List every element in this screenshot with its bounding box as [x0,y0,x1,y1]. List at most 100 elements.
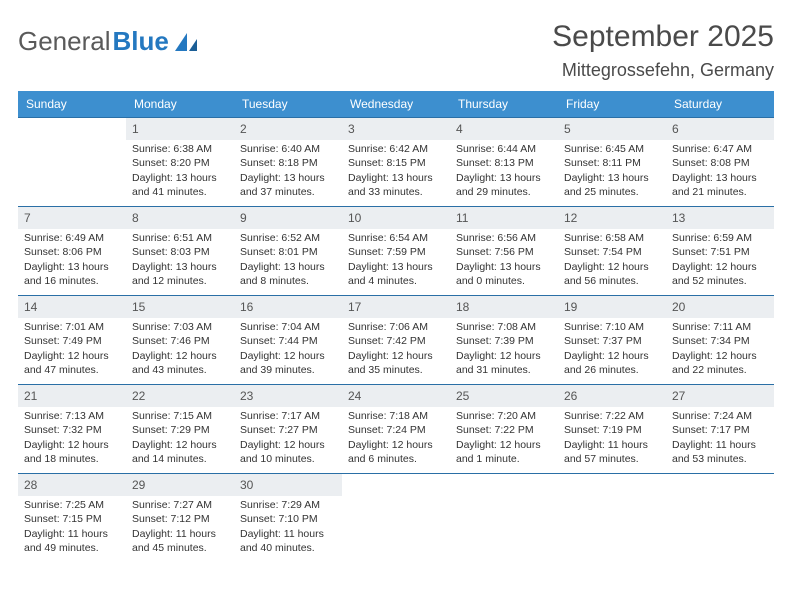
day-number: 8 [126,207,234,229]
logo: GeneralBlue [18,20,199,57]
day-cell [558,474,666,562]
day-body: Sunrise: 7:27 AMSunset: 7:12 PMDaylight:… [126,496,234,561]
day-number: 5 [558,118,666,140]
day-body: Sunrise: 7:13 AMSunset: 7:32 PMDaylight:… [18,407,126,472]
sunrise-line: Sunrise: 6:47 AM [672,142,768,156]
day-body [666,496,774,504]
day-body: Sunrise: 7:04 AMSunset: 7:44 PMDaylight:… [234,318,342,383]
day-number: 9 [234,207,342,229]
day-cell: 9 Sunrise: 6:52 AMSunset: 8:01 PMDaylight… [234,207,342,295]
day-body: Sunrise: 7:15 AMSunset: 7:29 PMDaylight:… [126,407,234,472]
day-cell: 14Sunrise: 7:01 AMSunset: 7:49 PMDayligh… [18,296,126,384]
sunset-line: Sunset: 8:13 PM [456,156,552,170]
sunset-line: Sunset: 7:15 PM [24,512,120,526]
header: GeneralBlue September 2025 Mittegrossefe… [18,20,774,81]
sunset-line: Sunset: 7:24 PM [348,423,444,437]
day-cell: 15Sunrise: 7:03 AMSunset: 7:46 PMDayligh… [126,296,234,384]
day-cell: 12Sunrise: 6:58 AMSunset: 7:54 PMDayligh… [558,207,666,295]
day-cell: 4Sunrise: 6:44 AMSunset: 8:13 PMDaylight… [450,118,558,206]
day-cell: 20Sunrise: 7:11 AMSunset: 7:34 PMDayligh… [666,296,774,384]
daylight-line: Daylight: 13 hours and 33 minutes. [348,171,444,199]
sunset-line: Sunset: 7:19 PM [564,423,660,437]
day-body: Sunrise: 6:44 AMSunset: 8:13 PMDaylight:… [450,140,558,205]
day-body: Sunrise: 7:22 AMSunset: 7:19 PMDaylight:… [558,407,666,472]
sunrise-line: Sunrise: 6:59 AM [672,231,768,245]
day-cell [18,118,126,206]
day-number: 20 [666,296,774,318]
sunset-line: Sunset: 7:10 PM [240,512,336,526]
day-number: 2 [234,118,342,140]
sunset-line: Sunset: 7:39 PM [456,334,552,348]
sunrise-line: Sunrise: 6:42 AM [348,142,444,156]
sunrise-line: Sunrise: 7:20 AM [456,409,552,423]
day-header: Tuesday [234,91,342,117]
sunrise-line: Sunrise: 6:56 AM [456,231,552,245]
week-row: 21Sunrise: 7:13 AMSunset: 7:32 PMDayligh… [18,384,774,473]
sunrise-line: Sunrise: 6:49 AM [24,231,120,245]
sunrise-line: Sunrise: 7:04 AM [240,320,336,334]
daylight-line: Daylight: 11 hours and 53 minutes. [672,438,768,466]
daylight-line: Daylight: 12 hours and 26 minutes. [564,349,660,377]
day-number: 27 [666,385,774,407]
day-cell: 18Sunrise: 7:08 AMSunset: 7:39 PMDayligh… [450,296,558,384]
day-number: 18 [450,296,558,318]
daylight-line: Daylight: 12 hours and 35 minutes. [348,349,444,377]
day-number: 1 [126,118,234,140]
sunrise-line: Sunrise: 7:29 AM [240,498,336,512]
sunrise-line: Sunrise: 6:52 AM [240,231,336,245]
location: Mittegrossefehn, Germany [552,60,774,81]
day-number: 22 [126,385,234,407]
day-cell: 8Sunrise: 6:51 AMSunset: 8:03 PMDaylight… [126,207,234,295]
sunrise-line: Sunrise: 6:40 AM [240,142,336,156]
sunrise-line: Sunrise: 7:25 AM [24,498,120,512]
day-body: Sunrise: 6:49 AMSunset: 8:06 PMDaylight:… [18,229,126,294]
title-block: September 2025 Mittegrossefehn, Germany [552,20,774,81]
daylight-line: Daylight: 12 hours and 18 minutes. [24,438,120,466]
day-number: 10 [342,207,450,229]
sunrise-line: Sunrise: 6:38 AM [132,142,228,156]
day-cell: 30Sunrise: 7:29 AMSunset: 7:10 PMDayligh… [234,474,342,562]
daylight-line: Daylight: 13 hours and 25 minutes. [564,171,660,199]
sunset-line: Sunset: 8:01 PM [240,245,336,259]
daylight-line: Daylight: 12 hours and 47 minutes. [24,349,120,377]
sunset-line: Sunset: 7:46 PM [132,334,228,348]
logo-text-blue: Blue [113,26,169,57]
day-cell: 2Sunrise: 6:40 AMSunset: 8:18 PMDaylight… [234,118,342,206]
sunset-line: Sunset: 7:27 PM [240,423,336,437]
day-body: Sunrise: 7:03 AMSunset: 7:46 PMDaylight:… [126,318,234,383]
day-cell: 23Sunrise: 7:17 AMSunset: 7:27 PMDayligh… [234,385,342,473]
day-cell: 13Sunrise: 6:59 AMSunset: 7:51 PMDayligh… [666,207,774,295]
day-cell: 19Sunrise: 7:10 AMSunset: 7:37 PMDayligh… [558,296,666,384]
sunrise-line: Sunrise: 6:54 AM [348,231,444,245]
sunset-line: Sunset: 7:56 PM [456,245,552,259]
daylight-line: Daylight: 13 hours and 8 minutes. [240,260,336,288]
sunset-line: Sunset: 8:11 PM [564,156,660,170]
daylight-line: Daylight: 12 hours and 31 minutes. [456,349,552,377]
daylight-line: Daylight: 11 hours and 45 minutes. [132,527,228,555]
day-cell: 26Sunrise: 7:22 AMSunset: 7:19 PMDayligh… [558,385,666,473]
sunset-line: Sunset: 7:59 PM [348,245,444,259]
day-header-row: SundayMondayTuesdayWednesdayThursdayFrid… [18,91,774,117]
sunrise-line: Sunrise: 7:15 AM [132,409,228,423]
day-number [666,474,774,496]
daylight-line: Daylight: 12 hours and 22 minutes. [672,349,768,377]
sunset-line: Sunset: 7:22 PM [456,423,552,437]
month-title: September 2025 [552,20,774,54]
day-number: 11 [450,207,558,229]
sunset-line: Sunset: 7:12 PM [132,512,228,526]
weeks-container: 1Sunrise: 6:38 AMSunset: 8:20 PMDaylight… [18,117,774,562]
daylight-line: Daylight: 13 hours and 21 minutes. [672,171,768,199]
sunset-line: Sunset: 7:29 PM [132,423,228,437]
day-header: Wednesday [342,91,450,117]
day-number: 4 [450,118,558,140]
day-body: Sunrise: 6:58 AMSunset: 7:54 PMDaylight:… [558,229,666,294]
day-body: Sunrise: 7:25 AMSunset: 7:15 PMDaylight:… [18,496,126,561]
day-header: Friday [558,91,666,117]
day-body: Sunrise: 6:45 AMSunset: 8:11 PMDaylight:… [558,140,666,205]
sunset-line: Sunset: 7:51 PM [672,245,768,259]
day-cell: 10 Sunrise: 6:54 AMSunset: 7:59 PMDayligh… [342,207,450,295]
sunrise-line: Sunrise: 7:18 AM [348,409,444,423]
daylight-line: Daylight: 13 hours and 4 minutes. [348,260,444,288]
calendar: SundayMondayTuesdayWednesdayThursdayFrid… [18,91,774,562]
day-cell: 24Sunrise: 7:18 AMSunset: 7:24 PMDayligh… [342,385,450,473]
